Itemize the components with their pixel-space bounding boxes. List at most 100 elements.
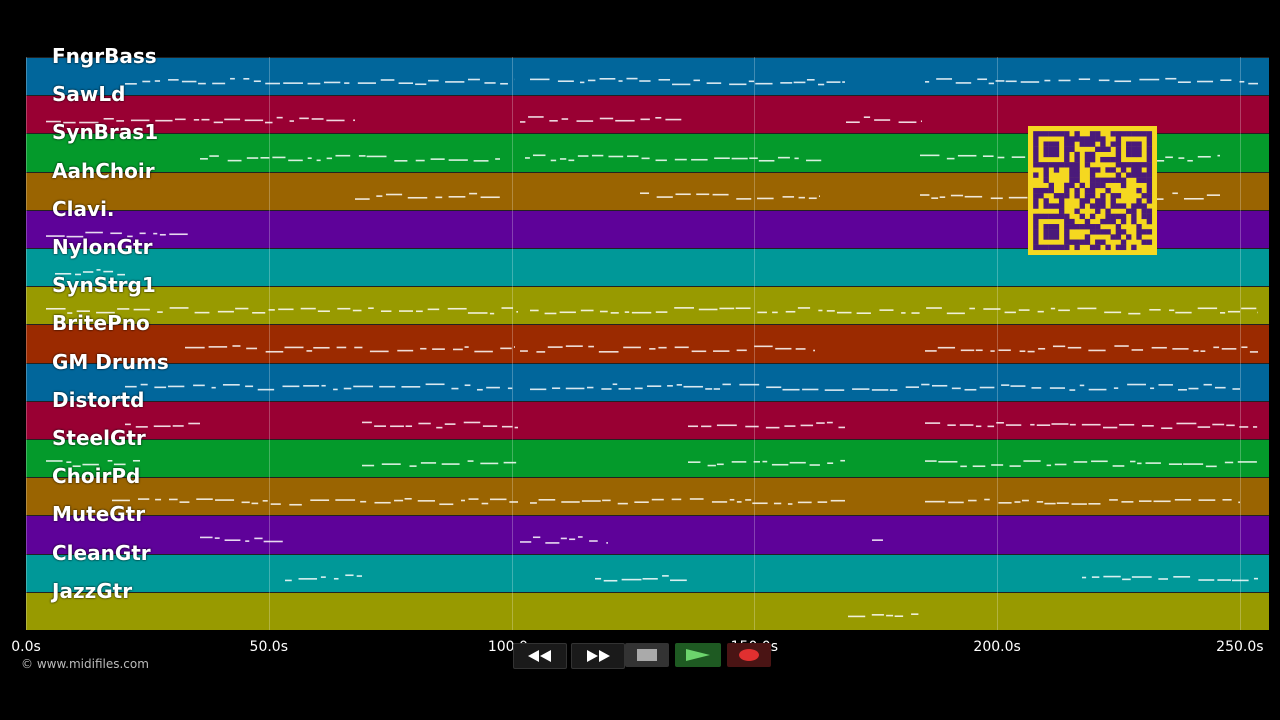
play-button[interactable] bbox=[675, 643, 721, 667]
note-mark bbox=[117, 273, 125, 276]
qr-module bbox=[1126, 172, 1132, 178]
note-mark bbox=[381, 463, 401, 465]
note-mark bbox=[227, 159, 242, 162]
qr-module bbox=[1033, 151, 1039, 158]
note-mark bbox=[863, 116, 871, 119]
note-mark bbox=[920, 154, 940, 157]
note-mark bbox=[1222, 499, 1232, 501]
note-mark bbox=[964, 388, 977, 391]
note-mark bbox=[1011, 156, 1026, 158]
qr-module bbox=[1038, 244, 1044, 251]
rewind-button[interactable] bbox=[513, 643, 567, 669]
qr-module bbox=[1105, 156, 1111, 163]
record-button[interactable] bbox=[727, 643, 771, 667]
note-mark bbox=[931, 384, 948, 387]
note-mark bbox=[468, 498, 479, 500]
note-mark bbox=[731, 157, 748, 160]
note-mark bbox=[357, 82, 376, 84]
qr-module bbox=[1089, 172, 1096, 178]
note-mark bbox=[544, 312, 557, 315]
note-mark bbox=[634, 387, 643, 390]
note-mark bbox=[1241, 307, 1257, 310]
stop-button[interactable] bbox=[625, 643, 669, 667]
note-mark bbox=[1121, 501, 1134, 503]
qr-module bbox=[1120, 244, 1127, 251]
qr-module bbox=[1089, 151, 1096, 158]
note-mark bbox=[418, 422, 431, 425]
note-mark bbox=[547, 346, 563, 348]
qr-module bbox=[1084, 141, 1091, 147]
qr-module bbox=[1131, 146, 1137, 152]
note-mark bbox=[1088, 503, 1101, 505]
qr-module bbox=[1064, 218, 1070, 225]
qr-module bbox=[1084, 156, 1091, 163]
qr-module bbox=[1120, 162, 1127, 168]
note-mark bbox=[752, 502, 768, 505]
note-mark bbox=[358, 155, 366, 157]
note-mark bbox=[997, 156, 1005, 159]
note-mark bbox=[1114, 80, 1132, 83]
qr-module bbox=[1053, 234, 1060, 240]
qr-module bbox=[1074, 244, 1080, 251]
qr-module bbox=[1095, 239, 1101, 245]
note-mark bbox=[848, 615, 866, 618]
note-mark bbox=[513, 346, 515, 348]
note-mark bbox=[193, 384, 205, 387]
qr-module bbox=[1053, 167, 1060, 173]
note-mark bbox=[1030, 423, 1035, 426]
note-mark bbox=[480, 462, 499, 465]
note-mark bbox=[169, 498, 178, 501]
note-mark bbox=[276, 116, 283, 119]
note-mark bbox=[736, 198, 752, 200]
note-mark bbox=[153, 232, 158, 235]
note-mark bbox=[132, 459, 140, 462]
note-mark bbox=[651, 498, 664, 501]
note-mark bbox=[712, 193, 729, 196]
fast-forward-button[interactable] bbox=[571, 643, 625, 669]
note-mark bbox=[911, 613, 919, 615]
qr-module bbox=[1079, 213, 1085, 220]
qr-module bbox=[1074, 177, 1080, 183]
note-mark bbox=[209, 155, 219, 157]
note-mark bbox=[1239, 80, 1245, 83]
note-mark bbox=[1021, 499, 1029, 502]
note-mark bbox=[299, 117, 309, 120]
note-mark bbox=[397, 349, 414, 352]
note-mark bbox=[212, 82, 226, 85]
qr-module bbox=[1074, 208, 1080, 214]
note-mark bbox=[925, 422, 941, 424]
qr-module bbox=[1043, 203, 1049, 209]
note-mark bbox=[172, 425, 184, 427]
note-mark bbox=[374, 425, 386, 427]
note-mark bbox=[1161, 427, 1173, 430]
note-mark bbox=[112, 499, 130, 502]
note-mark bbox=[640, 192, 650, 195]
track-label: MuteGtr bbox=[52, 502, 146, 527]
note-mark bbox=[612, 383, 618, 386]
note-mark bbox=[939, 196, 946, 198]
note-mark bbox=[991, 464, 1004, 466]
note-mark bbox=[390, 425, 404, 428]
note-mark bbox=[641, 157, 650, 160]
note-mark bbox=[938, 460, 958, 463]
note-mark bbox=[469, 192, 478, 195]
note-mark bbox=[46, 307, 66, 310]
note-mark bbox=[1005, 424, 1022, 426]
qr-module bbox=[1084, 198, 1091, 204]
qr-module bbox=[1136, 229, 1142, 235]
note-mark bbox=[1131, 576, 1152, 578]
note-mark bbox=[838, 426, 845, 429]
note-mark bbox=[577, 536, 583, 538]
note-mark bbox=[1187, 159, 1193, 162]
note-mark bbox=[599, 117, 614, 120]
note-mark bbox=[453, 348, 463, 351]
note-mark bbox=[1214, 386, 1226, 389]
note-mark bbox=[975, 349, 983, 352]
note-mark bbox=[447, 307, 467, 310]
qr-module bbox=[1105, 208, 1111, 214]
note-mark bbox=[224, 118, 241, 121]
note-mark bbox=[1175, 311, 1192, 314]
note-mark bbox=[343, 387, 352, 390]
track-label: Distortd bbox=[52, 387, 145, 412]
note-mark bbox=[125, 83, 137, 85]
